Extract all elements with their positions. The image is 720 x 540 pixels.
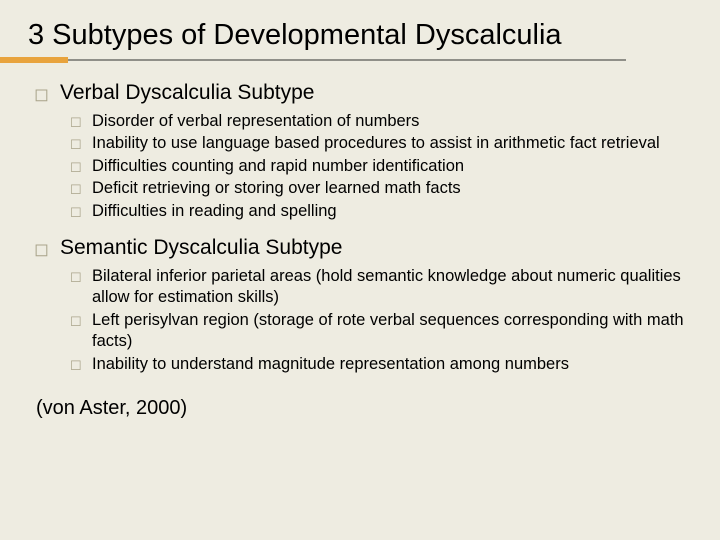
slide-title: 3 Subtypes of Developmental Dyscalculia [28,18,692,53]
sub-list: ☐ Bilateral inferior parietal areas (hol… [34,266,692,375]
accent-line [0,59,626,61]
list-item-text: Difficulties in reading and spelling [92,201,337,222]
accent-orange [0,57,68,63]
sub-list: ☐ Disorder of verbal representation of n… [34,111,692,222]
section-head: ◻ Verbal Dyscalculia Subtype [34,81,692,105]
square-bullet-icon: ☐ [70,358,82,375]
slide: 3 Subtypes of Developmental Dyscalculia … [0,0,720,440]
list-item-text: Deficit retrieving or storing over learn… [92,178,461,199]
list-item: ☐ Bilateral inferior parietal areas (hol… [70,266,692,309]
section-title: Semantic Dyscalculia Subtype [60,236,342,260]
list-item-text: Inability to understand magnitude repres… [92,354,569,375]
square-bullet-icon: ☐ [70,314,82,331]
accent-bar [0,57,626,63]
list-item-text: Bilateral inferior parietal areas (hold … [92,266,692,309]
square-bullet-icon: ☐ [70,137,82,154]
list-item-text: Difficulties counting and rapid number i… [92,156,464,177]
square-bullet-icon: ☐ [70,115,82,132]
section-semantic: ◻ Semantic Dyscalculia Subtype ☐ Bilater… [34,236,692,375]
list-item: ☐ Deficit retrieving or storing over lea… [70,178,692,199]
square-bullet-icon: ◻ [34,85,48,103]
square-bullet-icon: ☐ [70,182,82,199]
section-head: ◻ Semantic Dyscalculia Subtype [34,236,692,260]
square-bullet-icon: ☐ [70,205,82,222]
list-item: ☐ Inability to use language based proced… [70,133,692,154]
list-item-text: Inability to use language based procedur… [92,133,660,154]
square-bullet-icon: ◻ [34,240,48,258]
list-item: ☐ Inability to understand magnitude repr… [70,354,692,375]
section-title: Verbal Dyscalculia Subtype [60,81,314,105]
list-item: ☐ Difficulties in reading and spelling [70,201,692,222]
list-item: ☐ Disorder of verbal representation of n… [70,111,692,132]
list-item-text: Left perisylvan region (storage of rote … [92,310,692,353]
list-item-text: Disorder of verbal representation of num… [92,111,419,132]
square-bullet-icon: ☐ [70,160,82,177]
list-item: ☐ Left perisylvan region (storage of rot… [70,310,692,353]
square-bullet-icon: ☐ [70,270,82,287]
citation: (von Aster, 2000) [34,397,692,420]
list-item: ☐ Difficulties counting and rapid number… [70,156,692,177]
section-verbal: ◻ Verbal Dyscalculia Subtype ☐ Disorder … [34,81,692,222]
content-area: ◻ Verbal Dyscalculia Subtype ☐ Disorder … [28,81,692,420]
